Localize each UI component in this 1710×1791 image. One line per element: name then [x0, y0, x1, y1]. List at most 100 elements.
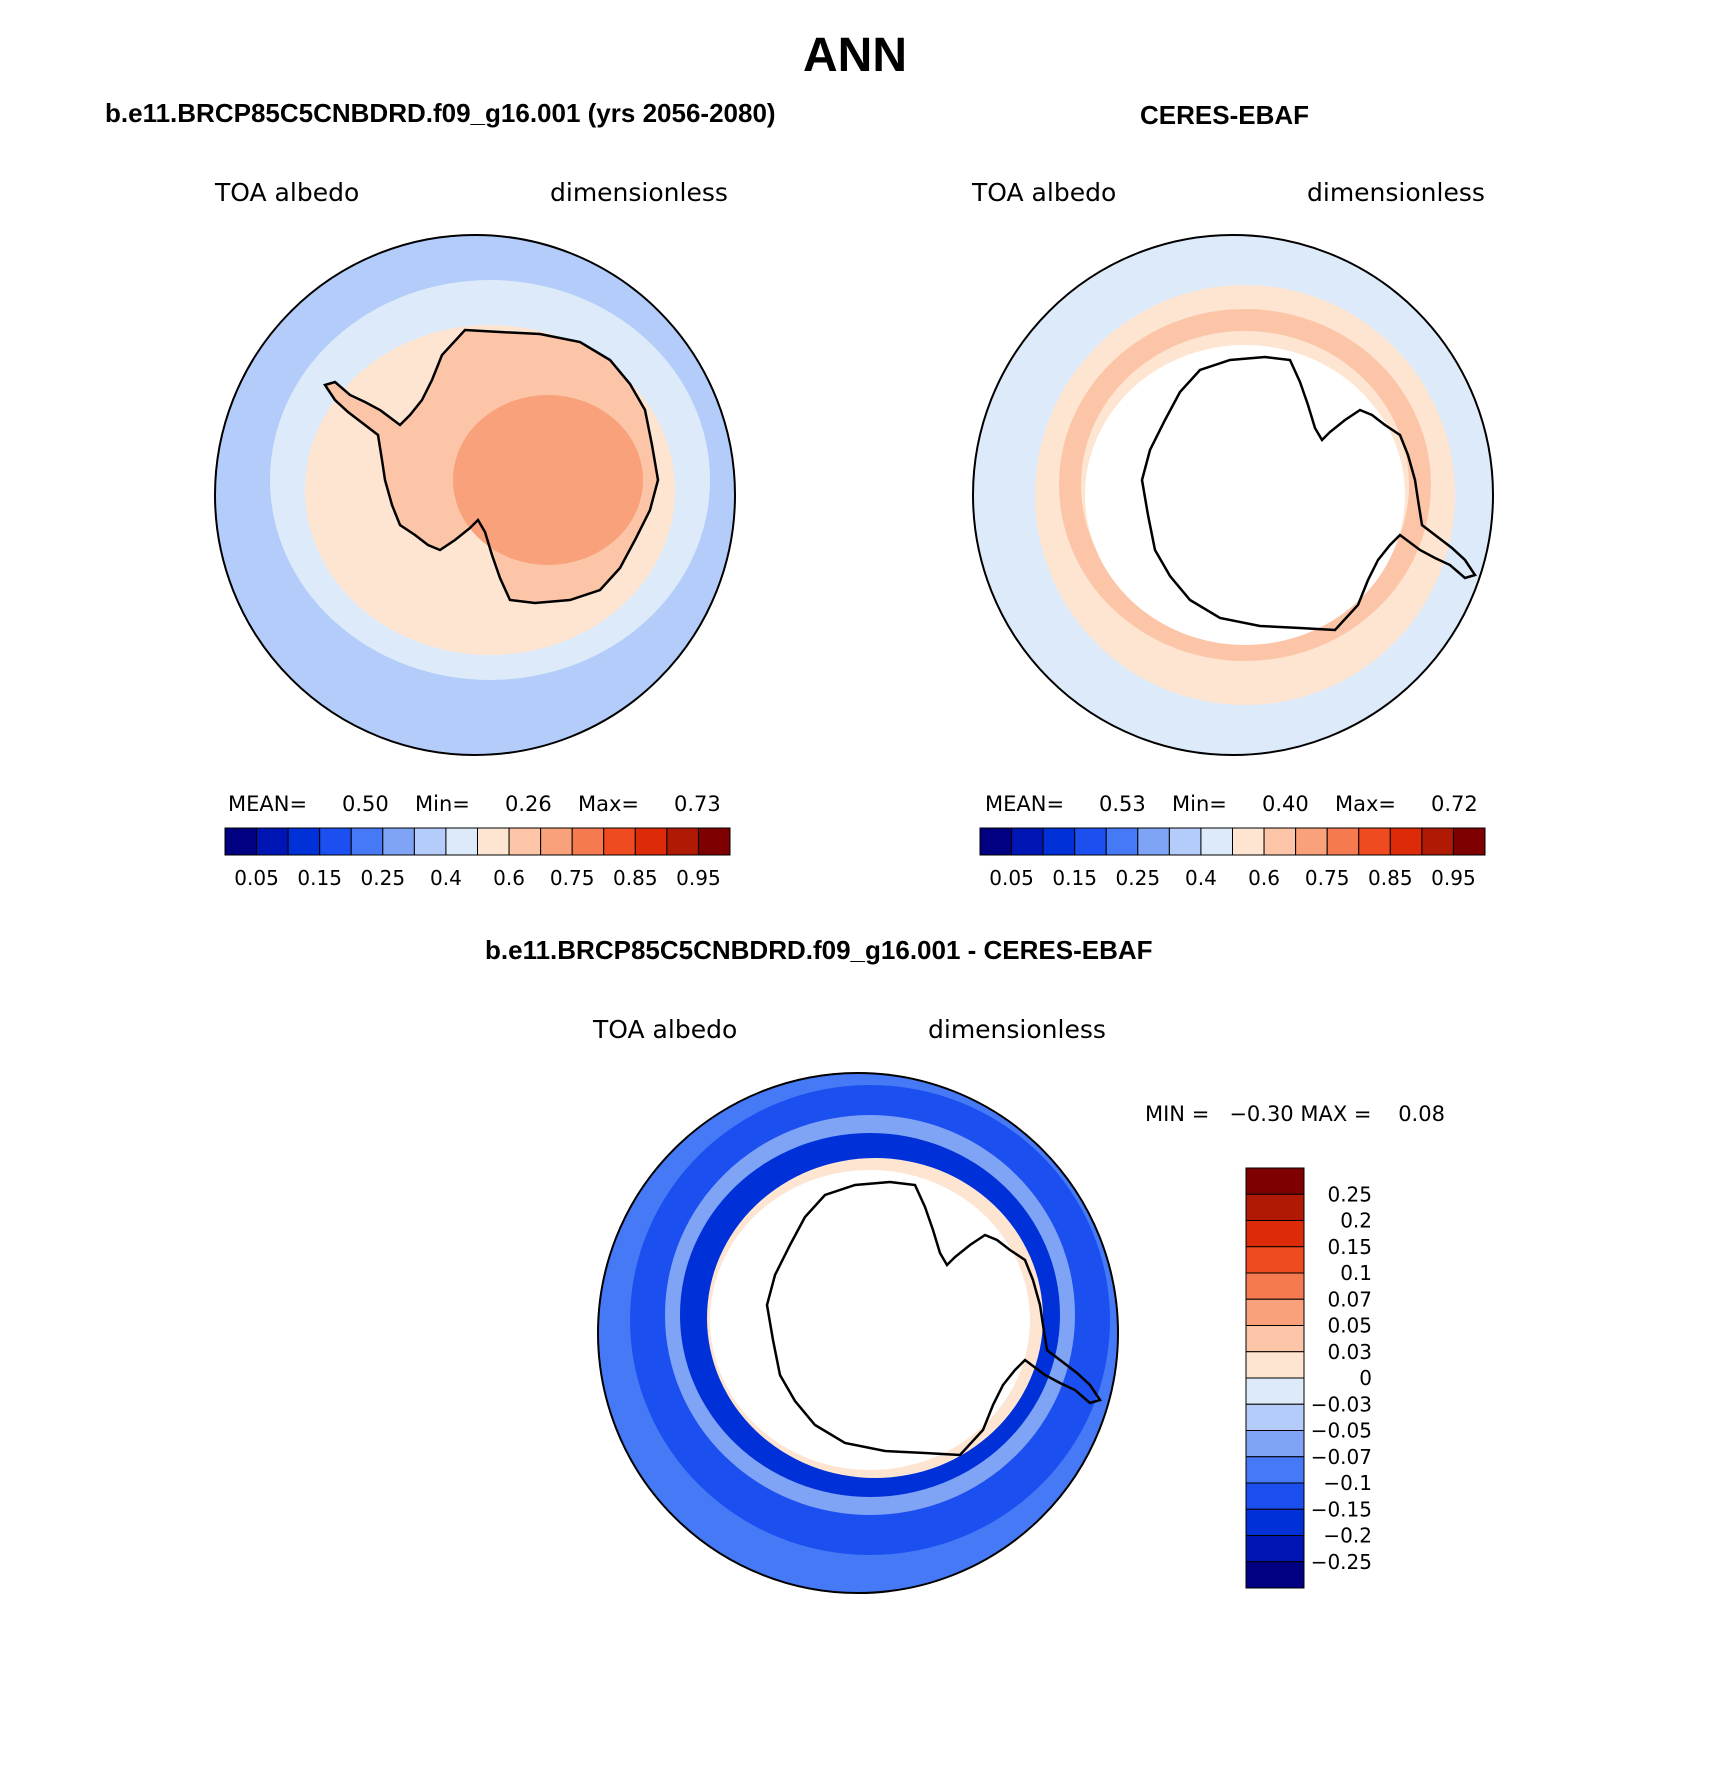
model-colorbar-swatch	[445, 827, 478, 856]
model-colorbar: 0.05 0.15 0.25 0.4 0.6 0.75 0.85 0.95	[224, 827, 731, 890]
diff-colorbar-swatch	[1245, 1403, 1305, 1431]
diff-colorbar-tick-label: −0.25	[1311, 1550, 1372, 1574]
model-colorbar-swatch	[697, 827, 731, 856]
obs-colorbar-tick-label: 0.4	[1185, 866, 1217, 890]
model-colorbar-tick-label: 0.4	[430, 866, 462, 890]
diff-variable-label: TOA albedo	[593, 1015, 738, 1044]
model-colorbar-swatch	[287, 827, 321, 856]
obs-colorbar-swatch	[1137, 827, 1170, 856]
diff-colorbar-tick-label: −0.2	[1323, 1524, 1372, 1548]
diff-colorbar-swatch	[1245, 1325, 1305, 1353]
diff-colorbar-tick-label: 0.2	[1340, 1209, 1372, 1233]
model-colorbar-swatch	[382, 827, 415, 856]
model-colorbar-swatch	[634, 827, 668, 856]
obs-colorbar-swatch	[1421, 827, 1454, 856]
diff-colorbar-swatch	[1245, 1298, 1305, 1326]
obs-max-value: 0.72	[1431, 792, 1478, 816]
model-colorbar-tick-label: 0.05	[234, 866, 279, 890]
obs-colorbar-swatch	[1042, 827, 1076, 856]
obs-colorbar-tick-label: 0.75	[1305, 866, 1350, 890]
model-max-value: 0.73	[674, 792, 721, 816]
model-plateau-fill	[453, 395, 643, 565]
model-colorbar-swatch	[508, 827, 542, 856]
diff-colorbar-swatch	[1245, 1430, 1305, 1458]
diff-colorbar-tick-label: 0.07	[1327, 1287, 1372, 1311]
diff-colorbar: 0.250.20.150.10.070.050.030−0.03−0.05−0.…	[1245, 1167, 1372, 1589]
diff-colorbar-tick-label: 0.05	[1327, 1314, 1372, 1338]
diff-colorbar-swatch	[1245, 1193, 1305, 1221]
obs-colorbar-tick-label: 0.6	[1248, 866, 1280, 890]
obs-colorbar-swatch	[1232, 827, 1265, 856]
obs-colorbar-swatch	[1105, 827, 1139, 856]
model-colorbar-tick-label: 0.6	[493, 866, 525, 890]
model-colorbar-tick-label: 0.75	[550, 866, 595, 890]
model-colorbar-swatch	[256, 827, 289, 856]
obs-colorbar: 0.05 0.15 0.25 0.4 0.6 0.75 0.85 0.95	[979, 827, 1486, 890]
obs-colorbar-swatch	[1295, 827, 1328, 856]
model-colorbar-swatch	[666, 827, 699, 856]
diff-colorbar-tick-label: −0.05	[1311, 1419, 1372, 1443]
model-colorbar-swatch	[224, 827, 258, 856]
obs-colorbar-tick-label: 0.85	[1368, 866, 1413, 890]
diff-units-label: dimensionless	[928, 1015, 1106, 1044]
diff-colorbar-swatch	[1245, 1351, 1305, 1379]
diff-colorbar-swatch	[1245, 1561, 1305, 1589]
obs-map-border	[972, 234, 1494, 756]
model-colorbar-tick-label: 0.15	[297, 866, 342, 890]
diff-colorbar-swatch	[1245, 1272, 1305, 1300]
obs-colorbar-swatch	[1168, 827, 1202, 856]
diff-colorbar-tick-label: −0.15	[1311, 1497, 1372, 1521]
model-mean-value: 0.50	[342, 792, 389, 816]
model-panel-title: b.e11.BRCP85C5CNBDRD.f09_g16.001 (yrs 20…	[105, 98, 776, 128]
diff-colorbar-swatch	[1245, 1535, 1305, 1563]
obs-colorbar-swatch	[1200, 827, 1233, 856]
figure-title: ANN	[803, 29, 907, 82]
obs-colorbar-tick-label: 0.05	[989, 866, 1034, 890]
obs-min-value: 0.40	[1262, 792, 1309, 816]
model-map	[215, 235, 735, 755]
obs-units-label: dimensionless	[1307, 178, 1485, 207]
obs-map	[973, 235, 1493, 755]
diff-colorbar-swatch	[1245, 1482, 1305, 1510]
model-max-label: Max=	[578, 792, 640, 816]
model-colorbar-tick-label: 0.25	[361, 866, 406, 890]
diff-panel-title: b.e11.BRCP85C5CNBDRD.f09_g16.001 - CERES…	[485, 935, 1153, 965]
obs-colorbar-swatch	[1358, 827, 1391, 856]
model-colorbar-swatch	[603, 827, 636, 856]
diff-colorbar-tick-label: −0.07	[1311, 1445, 1372, 1469]
model-variable-label: TOA albedo	[215, 178, 360, 207]
diff-colorbar-swatch	[1245, 1246, 1305, 1274]
obs-missing-interior	[1085, 345, 1405, 645]
diff-colorbar-tick-label: 0	[1359, 1366, 1372, 1390]
diff-map-border	[597, 1072, 1119, 1594]
obs-mean-value: 0.53	[1099, 792, 1146, 816]
diff-colorbar-swatch	[1245, 1220, 1305, 1248]
obs-colorbar-swatch	[1326, 827, 1360, 856]
model-colorbar-swatch	[477, 827, 510, 856]
model-colorbar-swatch	[319, 827, 352, 856]
diff-colorbar-swatch	[1245, 1508, 1305, 1536]
model-colorbar-tick-label: 0.85	[613, 866, 658, 890]
diff-colorbar-swatch	[1245, 1456, 1305, 1484]
obs-colorbar-swatch	[1452, 827, 1486, 856]
diff-colorbar-tick-label: 0.15	[1327, 1235, 1372, 1259]
obs-colorbar-swatch	[1074, 827, 1107, 856]
diff-colorbar-tick-label: 0.03	[1327, 1340, 1372, 1364]
obs-colorbar-swatch	[979, 827, 1013, 856]
obs-ring-dark	[1059, 309, 1431, 661]
model-colorbar-tick-label: 0.95	[676, 866, 721, 890]
diff-colorbar-swatch	[1245, 1167, 1305, 1195]
model-units-label: dimensionless	[550, 178, 728, 207]
model-map-border	[214, 234, 736, 756]
diff-colorbar-tick-label: −0.03	[1311, 1392, 1372, 1416]
diff-colorbar-tick-label: 0.1	[1340, 1261, 1372, 1285]
obs-panel-title: CERES-EBAF	[1140, 100, 1310, 130]
model-colorbar-swatch	[413, 827, 447, 856]
model-colorbar-swatch	[571, 827, 605, 856]
obs-colorbar-swatch	[1389, 827, 1423, 856]
diff-colorbar-swatch	[1245, 1377, 1305, 1405]
obs-colorbar-swatch	[1263, 827, 1297, 856]
obs-variable-label: TOA albedo	[972, 178, 1117, 207]
diff-missing-interior	[710, 1170, 1030, 1470]
